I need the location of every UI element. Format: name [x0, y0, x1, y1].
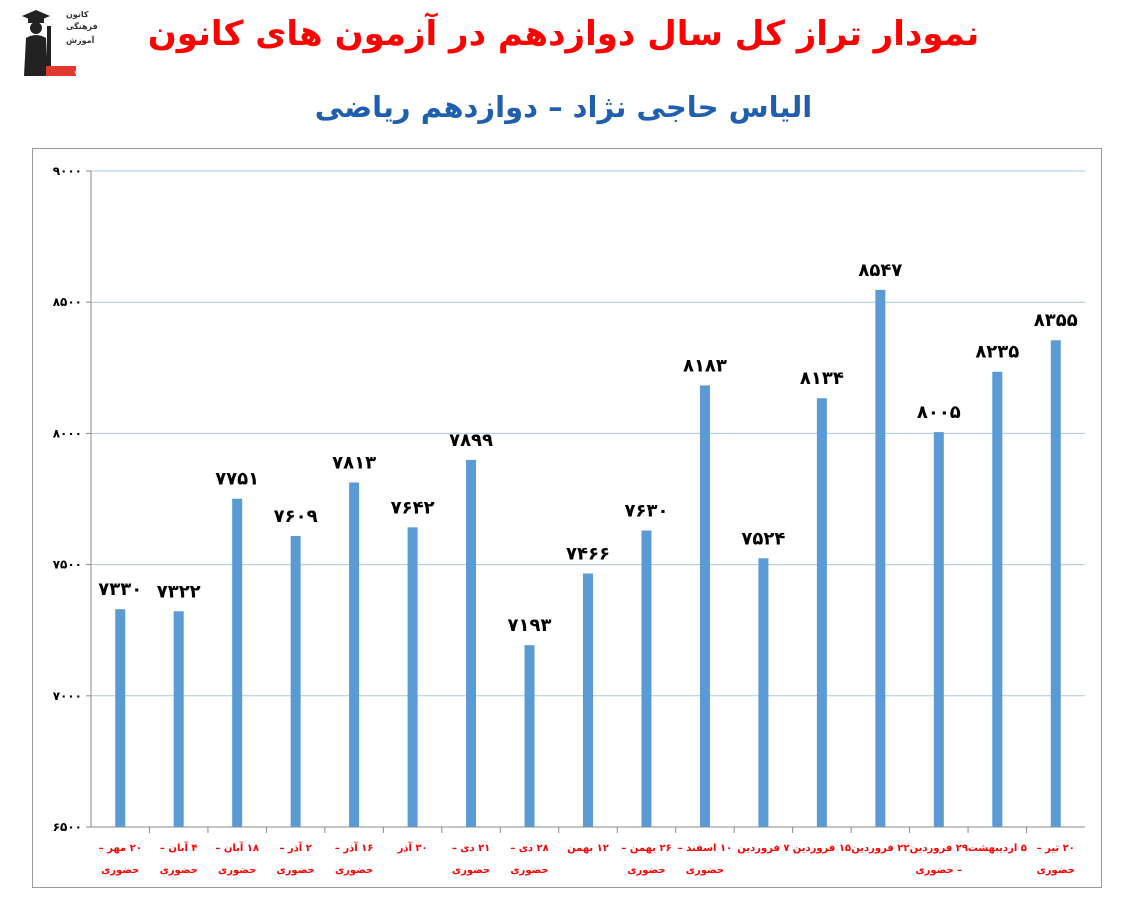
bar: [232, 498, 243, 827]
data-label: ۷۳۲۲: [157, 581, 201, 602]
category-label: ۱۰ اسفند –: [678, 843, 733, 854]
category-label: حضوری: [335, 865, 373, 876]
category-label: ۲۹ فروردین: [910, 843, 968, 854]
bar: [992, 371, 1003, 827]
bar: [641, 530, 652, 827]
data-label: ۷۳۳۰: [98, 579, 142, 600]
bar: [699, 385, 710, 827]
category-label: ۲ آذر –: [279, 841, 311, 854]
data-label: ۸۲۳۵: [975, 342, 1019, 363]
data-label: ۸۱۳۴: [800, 368, 844, 389]
bar: [115, 609, 126, 827]
data-label: ۷۶۳۰: [624, 500, 668, 521]
category-label: حضوری: [686, 865, 724, 876]
y-tick-label: ۷۰۰۰: [53, 689, 82, 703]
category-label: حضوری: [452, 865, 490, 876]
data-label: ۷۸۱۳: [332, 452, 376, 473]
bar: [875, 289, 886, 827]
y-tick-label: ۷۵۰۰: [53, 558, 82, 572]
kanoon-logo-icon: کانون فرهنگی آموزش قلم چی: [18, 8, 98, 78]
data-label: ۷۸۹۹: [449, 430, 493, 451]
category-label: حضوری: [160, 865, 198, 876]
category-label: حضوری: [218, 865, 256, 876]
category-label: ۲۶ بهمن –: [621, 843, 671, 854]
bar-chart: ۶۵۰۰ ۷۰۰۰ ۷۵۰۰ ۸۰۰۰ ۸۵۰۰ ۹۰۰۰ ۷۳۳۰ ۲۰ مهر – حضور…: [53, 164, 1085, 876]
category-label: حضوری: [627, 865, 665, 876]
bar: [933, 432, 944, 827]
data-label: ۸۱۸۳: [683, 355, 727, 376]
category-label: ۵ اردیبهشت: [968, 843, 1027, 854]
bar: [758, 558, 769, 827]
bar: [407, 527, 418, 827]
category-label: ۲۸ دی –: [510, 843, 548, 854]
bar: [524, 645, 535, 827]
y-tick-label: ۸۰۰۰: [53, 426, 82, 440]
bar: [466, 459, 477, 827]
category-label: حضوری: [510, 865, 548, 876]
logo-line-2: فرهنگی: [66, 22, 98, 31]
category-label: ۲۰ مهر –: [99, 843, 142, 854]
bar: [290, 535, 301, 827]
y-tick-label: ۶۵۰۰: [53, 820, 82, 834]
logo-line-1: کانون: [66, 10, 89, 19]
category-label: ۳۰ آذر: [397, 841, 428, 854]
category-label: ۲۱ دی –: [452, 843, 490, 854]
data-label: ۷۶۰۹: [274, 506, 318, 527]
category-label: ۷ فروردین: [737, 843, 789, 854]
y-tick-label: ۸۵۰۰: [53, 295, 82, 309]
category-label: ۲۰ تیر –: [1037, 843, 1075, 854]
data-label: ۷۷۵۱: [215, 469, 259, 490]
data-label: ۷۶۴۲: [391, 497, 435, 518]
data-label: ۷۵۲۴: [741, 528, 785, 549]
chart-frame: ۶۵۰۰ ۷۰۰۰ ۷۵۰۰ ۸۰۰۰ ۸۵۰۰ ۹۰۰۰ ۷۳۳۰ ۲۰ مهر – حضور…: [32, 148, 1102, 888]
category-label: ۱۸ آبان –: [215, 841, 259, 854]
bar: [816, 398, 827, 827]
bar: [1050, 340, 1061, 827]
graduate-icon: [22, 10, 76, 76]
bar: [173, 611, 184, 827]
category-label: ۲۲ فروردین: [851, 843, 909, 854]
category-label: ۱۵ فروردین: [793, 843, 851, 854]
category-label: ۱۶ آذر –: [335, 841, 374, 854]
data-label: ۸۳۵۵: [1034, 310, 1078, 331]
bar: [583, 573, 593, 827]
data-label: ۸۵۴۷: [858, 260, 902, 281]
data-label: ۸۰۰۵: [917, 402, 961, 423]
category-label: حضوری: [1037, 865, 1075, 876]
category-label: – حضوری: [915, 865, 962, 876]
data-label: ۷۱۹۳: [508, 615, 552, 636]
category-label: حضوری: [277, 865, 315, 876]
category-label: حضوری: [101, 865, 139, 876]
y-tick-label: ۹۰۰۰: [53, 164, 82, 178]
chart-subtitle: الیاس حاجی نژاد – دوازدهم ریاضی: [314, 90, 813, 124]
bar: [349, 482, 360, 827]
chart-title: نمودار تراز کل سال دوازدهم در آزمون های …: [147, 14, 980, 54]
data-label: ۷۴۶۶: [566, 544, 610, 565]
category-label: ۱۲ بهمن: [567, 843, 609, 854]
logo-line-3: آموزش: [66, 36, 95, 45]
logo-line-4: قلم چی: [73, 56, 88, 75]
category-label: ۴ آبان –: [160, 841, 198, 854]
